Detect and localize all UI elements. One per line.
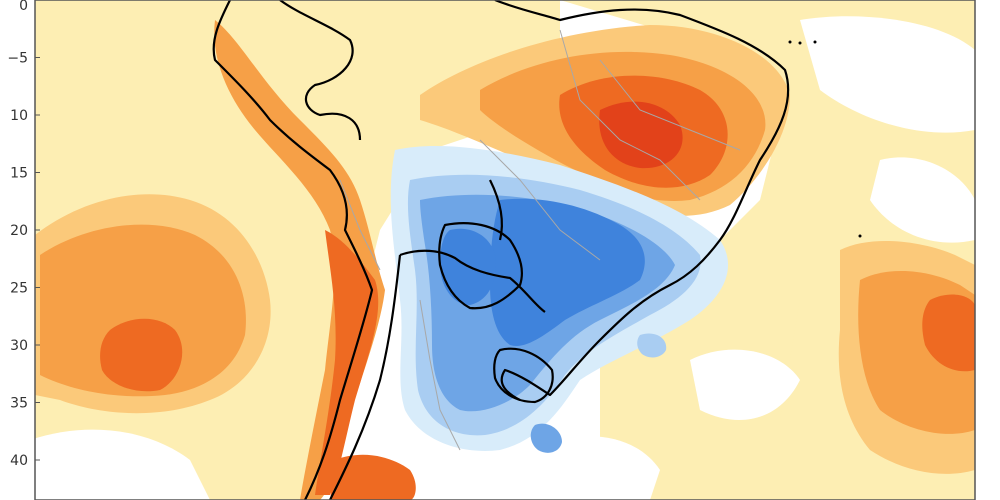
country-borders: [212, 0, 790, 500]
central-cold-anomaly: [390, 145, 729, 453]
lat-tick-label: −5: [7, 51, 28, 67]
lat-tick-label: 15: [10, 166, 28, 182]
lat-tick-label: 0: [19, 0, 28, 14]
lat-tick-label: 20: [10, 223, 28, 239]
andes-warm-anomaly: [214, 20, 416, 500]
coastline-detail: [788, 40, 862, 238]
white-patches: [30, 16, 975, 500]
atlantic-warm-anomaly: [838, 240, 975, 474]
map-frame: [34, 0, 976, 500]
northeast-brazil-warm-anomaly: [420, 25, 790, 216]
lat-tick-label: 40: [10, 453, 28, 469]
state-borders: [339, 29, 741, 451]
lat-tick-label: 30: [10, 338, 28, 354]
lat-tick-label: 10: [10, 108, 28, 124]
lat-tick-label: 25: [10, 281, 28, 297]
lat-tick-label: 35: [10, 396, 28, 412]
latitude-axis: 0 −5 10 15 20 25 30 35 40: [7, 0, 40, 469]
pacific-warm-anomaly: [35, 194, 271, 414]
